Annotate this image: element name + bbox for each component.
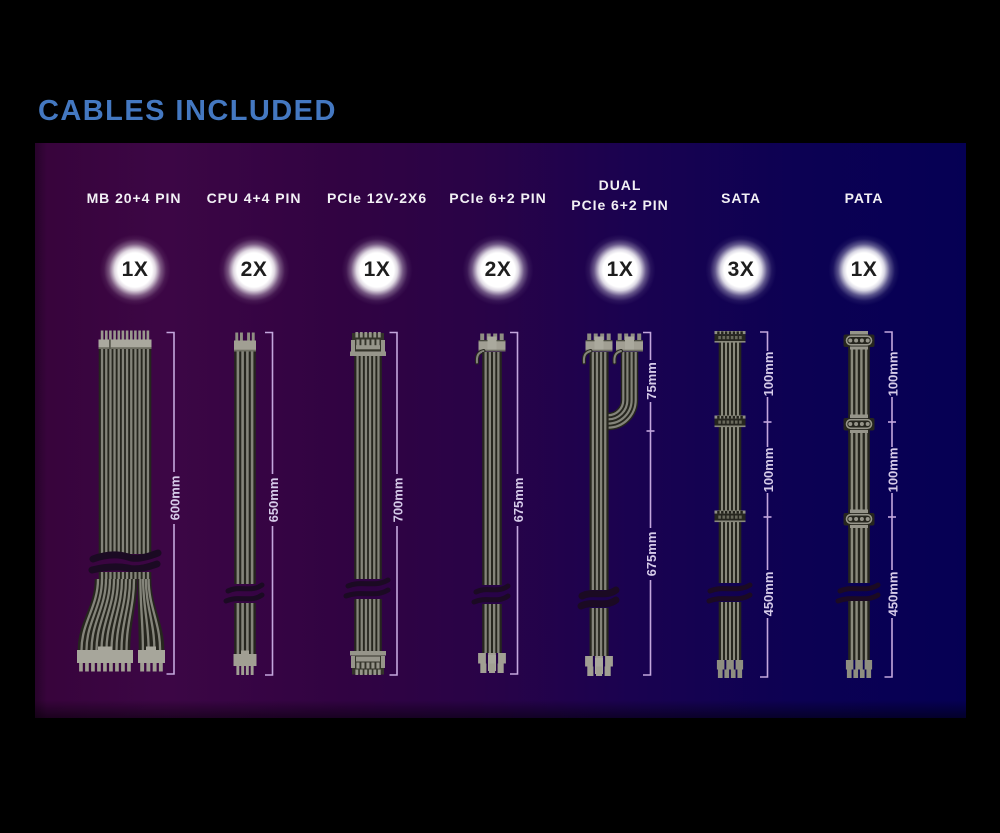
- svg-text:600mm: 600mm: [167, 476, 182, 521]
- svg-text:100mm: 100mm: [761, 352, 776, 397]
- svg-text:450mm: 450mm: [761, 572, 776, 617]
- svg-text:650mm: 650mm: [266, 478, 281, 523]
- svg-text:100mm: 100mm: [885, 352, 900, 397]
- svg-text:450mm: 450mm: [885, 572, 900, 617]
- svg-text:100mm: 100mm: [885, 448, 900, 493]
- svg-text:700mm: 700mm: [390, 478, 405, 523]
- svg-text:675mm: 675mm: [511, 478, 526, 523]
- svg-text:75mm: 75mm: [644, 362, 659, 400]
- svg-text:675mm: 675mm: [644, 532, 659, 577]
- svg-text:100mm: 100mm: [761, 448, 776, 493]
